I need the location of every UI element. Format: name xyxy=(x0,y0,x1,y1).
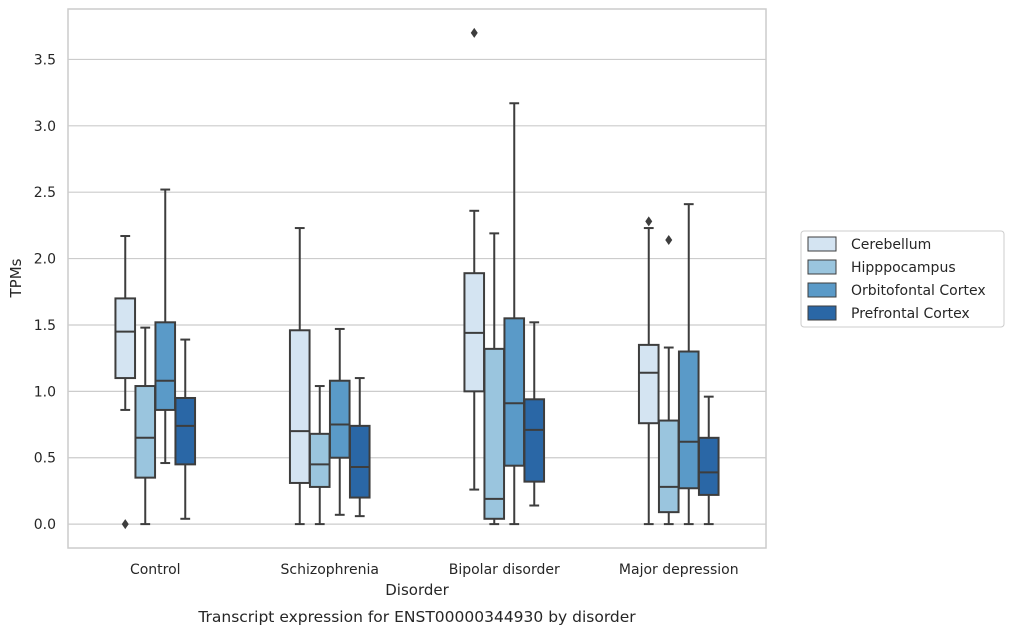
box-item xyxy=(134,326,157,526)
box-item xyxy=(114,235,137,530)
box-body xyxy=(174,396,197,466)
box-item xyxy=(657,235,680,526)
x-tick-label: Major depression xyxy=(619,562,739,578)
box-body xyxy=(503,317,526,467)
legend-label: Cerebellum xyxy=(851,237,931,253)
category-group xyxy=(114,188,197,530)
box-body xyxy=(637,343,660,425)
outlier-point xyxy=(470,27,478,38)
box-item xyxy=(174,338,197,520)
box-item xyxy=(503,102,526,526)
y-tick-label: 2.0 xyxy=(34,252,56,268)
legend-label: Orbitofontal Cortex xyxy=(851,283,986,299)
x-tick-label: Schizophrenia xyxy=(281,562,379,578)
outlier-point xyxy=(121,519,129,530)
box-item xyxy=(288,227,311,526)
category-group xyxy=(637,203,720,526)
y-tick-label: 2.5 xyxy=(34,185,56,201)
box-body xyxy=(154,321,177,411)
y-tick-label: 3.0 xyxy=(34,119,56,135)
box-body xyxy=(523,398,546,483)
box-item xyxy=(154,188,177,465)
chart-caption: Transcript expression for ENST0000034493… xyxy=(197,608,636,626)
x-tick-label: Bipolar disorder xyxy=(449,562,560,578)
box-item xyxy=(523,321,546,507)
y-tick-label: 0.5 xyxy=(34,451,56,467)
outlier-point xyxy=(645,216,653,227)
box-body xyxy=(657,419,680,514)
legend-frame xyxy=(800,230,1005,328)
legend-label: Hipppocampus xyxy=(851,260,956,276)
box-item xyxy=(637,216,660,526)
legend: Cerebellum Hipppocampus Orbitofontal Corte… xyxy=(800,230,1005,328)
box-item xyxy=(348,377,371,518)
x-axis-label: Disorder xyxy=(385,581,449,599)
x-tick-labels: Control Schizophrenia Bipolar disorder Majo… xyxy=(130,562,739,578)
box-item xyxy=(308,385,331,526)
box-body xyxy=(308,432,331,488)
box-body xyxy=(114,297,137,380)
legend-swatch xyxy=(807,236,837,252)
box-body xyxy=(348,424,371,499)
x-tick-label: Control xyxy=(130,562,181,578)
y-tick-label: 3.5 xyxy=(34,52,56,68)
y-tick-label: 1.5 xyxy=(34,318,56,334)
legend-swatch xyxy=(807,259,837,275)
box-body xyxy=(677,350,700,490)
box-body xyxy=(328,379,351,459)
y-axis-label: TPMs xyxy=(7,258,25,298)
y-tick-label: 1.0 xyxy=(34,384,56,400)
box-groups xyxy=(114,27,720,530)
box-body xyxy=(134,385,157,479)
box-body xyxy=(697,436,720,496)
box-body xyxy=(288,329,311,484)
box-item xyxy=(697,395,720,526)
box-body xyxy=(483,347,506,520)
y-tick-label: 0.0 xyxy=(34,517,56,533)
legend-swatch xyxy=(807,282,837,298)
box-item xyxy=(463,27,486,491)
category-group xyxy=(463,27,546,526)
box-item xyxy=(328,327,351,516)
legend-label: Prefrontal Cortex xyxy=(851,306,970,322)
plot-frame xyxy=(67,8,767,549)
outlier-point xyxy=(665,235,673,245)
y-tick-labels: 0.0 0.5 1.0 1.5 2.0 2.5 3.0 3.5 xyxy=(34,52,56,533)
legend-swatch xyxy=(807,305,837,321)
box-item xyxy=(677,203,700,526)
category-group xyxy=(288,227,371,526)
